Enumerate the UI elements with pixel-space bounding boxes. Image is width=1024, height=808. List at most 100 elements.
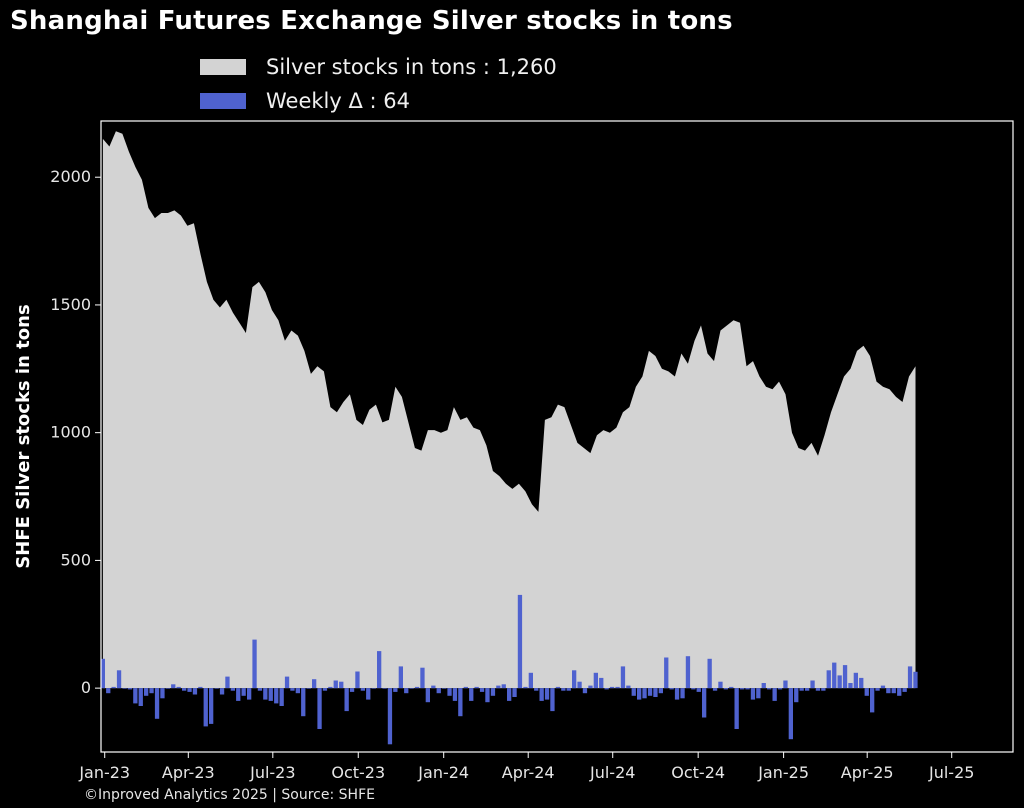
weekly-delta-bar xyxy=(165,688,170,689)
weekly-delta-bar xyxy=(447,688,452,696)
weekly-delta-bar xyxy=(393,688,398,692)
weekly-delta-bar xyxy=(263,688,268,700)
weekly-delta-bar xyxy=(561,688,566,691)
credit-text: ©Inproved Analytics 2025 | Source: SHFE xyxy=(84,787,375,803)
weekly-delta-bar xyxy=(230,688,235,691)
x-tick-label: Apr-23 xyxy=(162,763,215,782)
weekly-delta-bar xyxy=(507,688,512,701)
weekly-delta-bar xyxy=(387,688,393,745)
weekly-delta-bar xyxy=(821,688,826,691)
weekly-delta-bar xyxy=(414,686,420,689)
chart-title: Shanghai Futures Exchange Silver stocks … xyxy=(10,6,733,36)
weekly-delta-bar xyxy=(149,688,154,694)
weekly-delta-bar xyxy=(669,688,674,690)
weekly-delta-bar xyxy=(750,688,756,700)
weekly-delta-bar xyxy=(907,666,913,689)
weekly-delta-bar xyxy=(236,688,241,701)
weekly-delta-bar xyxy=(133,688,138,704)
weekly-delta-bar xyxy=(160,688,165,699)
y-tick-label: 0 xyxy=(81,678,91,697)
weekly-delta-bar xyxy=(138,688,143,706)
weekly-delta-bar xyxy=(691,688,696,690)
weekly-delta-bar xyxy=(539,688,544,701)
weekly-delta-bar xyxy=(637,688,642,700)
weekly-delta-bar xyxy=(501,684,506,689)
weekly-delta-bar xyxy=(442,688,447,689)
weekly-delta-bar xyxy=(355,671,360,689)
weekly-delta-bar xyxy=(685,656,691,689)
weekly-delta-bar xyxy=(534,688,539,691)
weekly-delta-bar xyxy=(875,688,880,691)
x-tick-label: Jan-25 xyxy=(757,763,809,782)
weekly-delta-bar xyxy=(837,675,842,689)
weekly-delta-bar xyxy=(761,683,766,689)
weekly-delta-bar xyxy=(349,688,355,692)
weekly-delta-bar xyxy=(718,681,723,689)
weekly-delta-bar xyxy=(420,667,425,689)
weekly-delta-bar xyxy=(772,688,777,701)
weekly-delta-bar xyxy=(756,688,761,699)
weekly-delta-bar xyxy=(528,672,533,689)
legend-label-weekly-delta: Weekly Δ : 64 xyxy=(266,89,410,113)
x-tick-label: Apr-24 xyxy=(502,763,555,782)
weekly-delta-bar xyxy=(371,688,376,689)
weekly-delta-bar xyxy=(496,685,501,689)
weekly-delta-bar xyxy=(485,688,490,703)
weekly-delta-bar xyxy=(696,688,701,692)
weekly-delta-bar xyxy=(599,677,604,689)
x-tick-label: Oct-24 xyxy=(671,763,725,782)
weekly-delta-bar xyxy=(274,688,279,704)
weekly-delta-bar xyxy=(100,658,105,689)
weekly-delta-bar xyxy=(279,688,284,706)
weekly-delta-bar xyxy=(664,657,669,689)
weekly-delta-bar xyxy=(729,686,734,689)
weekly-delta-bar xyxy=(588,685,593,689)
x-tick-label: Jan-23 xyxy=(78,763,130,782)
weekly-delta-bar xyxy=(880,685,886,689)
weekly-delta-bar xyxy=(247,688,252,700)
weekly-delta-bar xyxy=(382,688,387,689)
weekly-delta-bar xyxy=(398,666,403,689)
weekly-delta-bar xyxy=(815,688,821,691)
weekly-delta-bar xyxy=(859,677,864,689)
y-axis-label: SHFE Silver stocks in tons xyxy=(13,304,34,568)
weekly-delta-bar xyxy=(544,688,550,700)
y-tick-label: 500 xyxy=(60,550,91,569)
weekly-delta-bar xyxy=(333,680,338,689)
weekly-delta-bar xyxy=(891,688,896,694)
weekly-delta-bar xyxy=(777,688,783,690)
weekly-delta-bar xyxy=(317,688,322,729)
weekly-delta-bar xyxy=(268,688,273,701)
x-tick-label: Jul-23 xyxy=(249,763,295,782)
weekly-delta-bar xyxy=(647,688,653,696)
weekly-delta-bar xyxy=(198,686,203,689)
weekly-delta-bar xyxy=(490,688,496,696)
weekly-delta-bar xyxy=(902,688,907,692)
legend-item-stocks: Silver stocks in tons : 1,260 xyxy=(200,50,557,84)
weekly-delta-bar xyxy=(767,688,772,690)
x-tick-label: Jan-24 xyxy=(417,763,469,782)
weekly-delta-bar xyxy=(306,688,311,689)
weekly-delta-bar xyxy=(284,676,290,689)
weekly-delta-bar xyxy=(203,688,208,727)
weekly-delta-bar xyxy=(631,688,636,696)
weekly-delta-bar xyxy=(463,686,468,689)
y-tick-label: 2000 xyxy=(50,167,91,186)
weekly-delta-bar xyxy=(826,670,831,689)
weekly-delta-bar xyxy=(848,683,853,689)
legend-swatch-weekly-delta xyxy=(200,93,246,109)
weekly-delta-bar xyxy=(214,688,219,689)
weekly-delta-bar xyxy=(322,688,328,691)
weekly-delta-bar xyxy=(523,686,528,689)
weekly-delta-bar xyxy=(377,651,382,689)
weekly-delta-bar xyxy=(106,688,111,694)
weekly-delta-bar xyxy=(225,676,230,689)
weekly-delta-bar xyxy=(295,688,300,694)
legend: Silver stocks in tons : 1,260 Weekly Δ :… xyxy=(200,50,557,118)
weekly-delta-bar xyxy=(842,665,848,689)
weekly-delta-bar xyxy=(409,688,414,689)
weekly-delta-bar xyxy=(192,688,198,695)
weekly-delta-bar xyxy=(794,688,799,703)
weekly-delta-bar xyxy=(734,688,739,729)
weekly-delta-bar xyxy=(182,688,187,691)
